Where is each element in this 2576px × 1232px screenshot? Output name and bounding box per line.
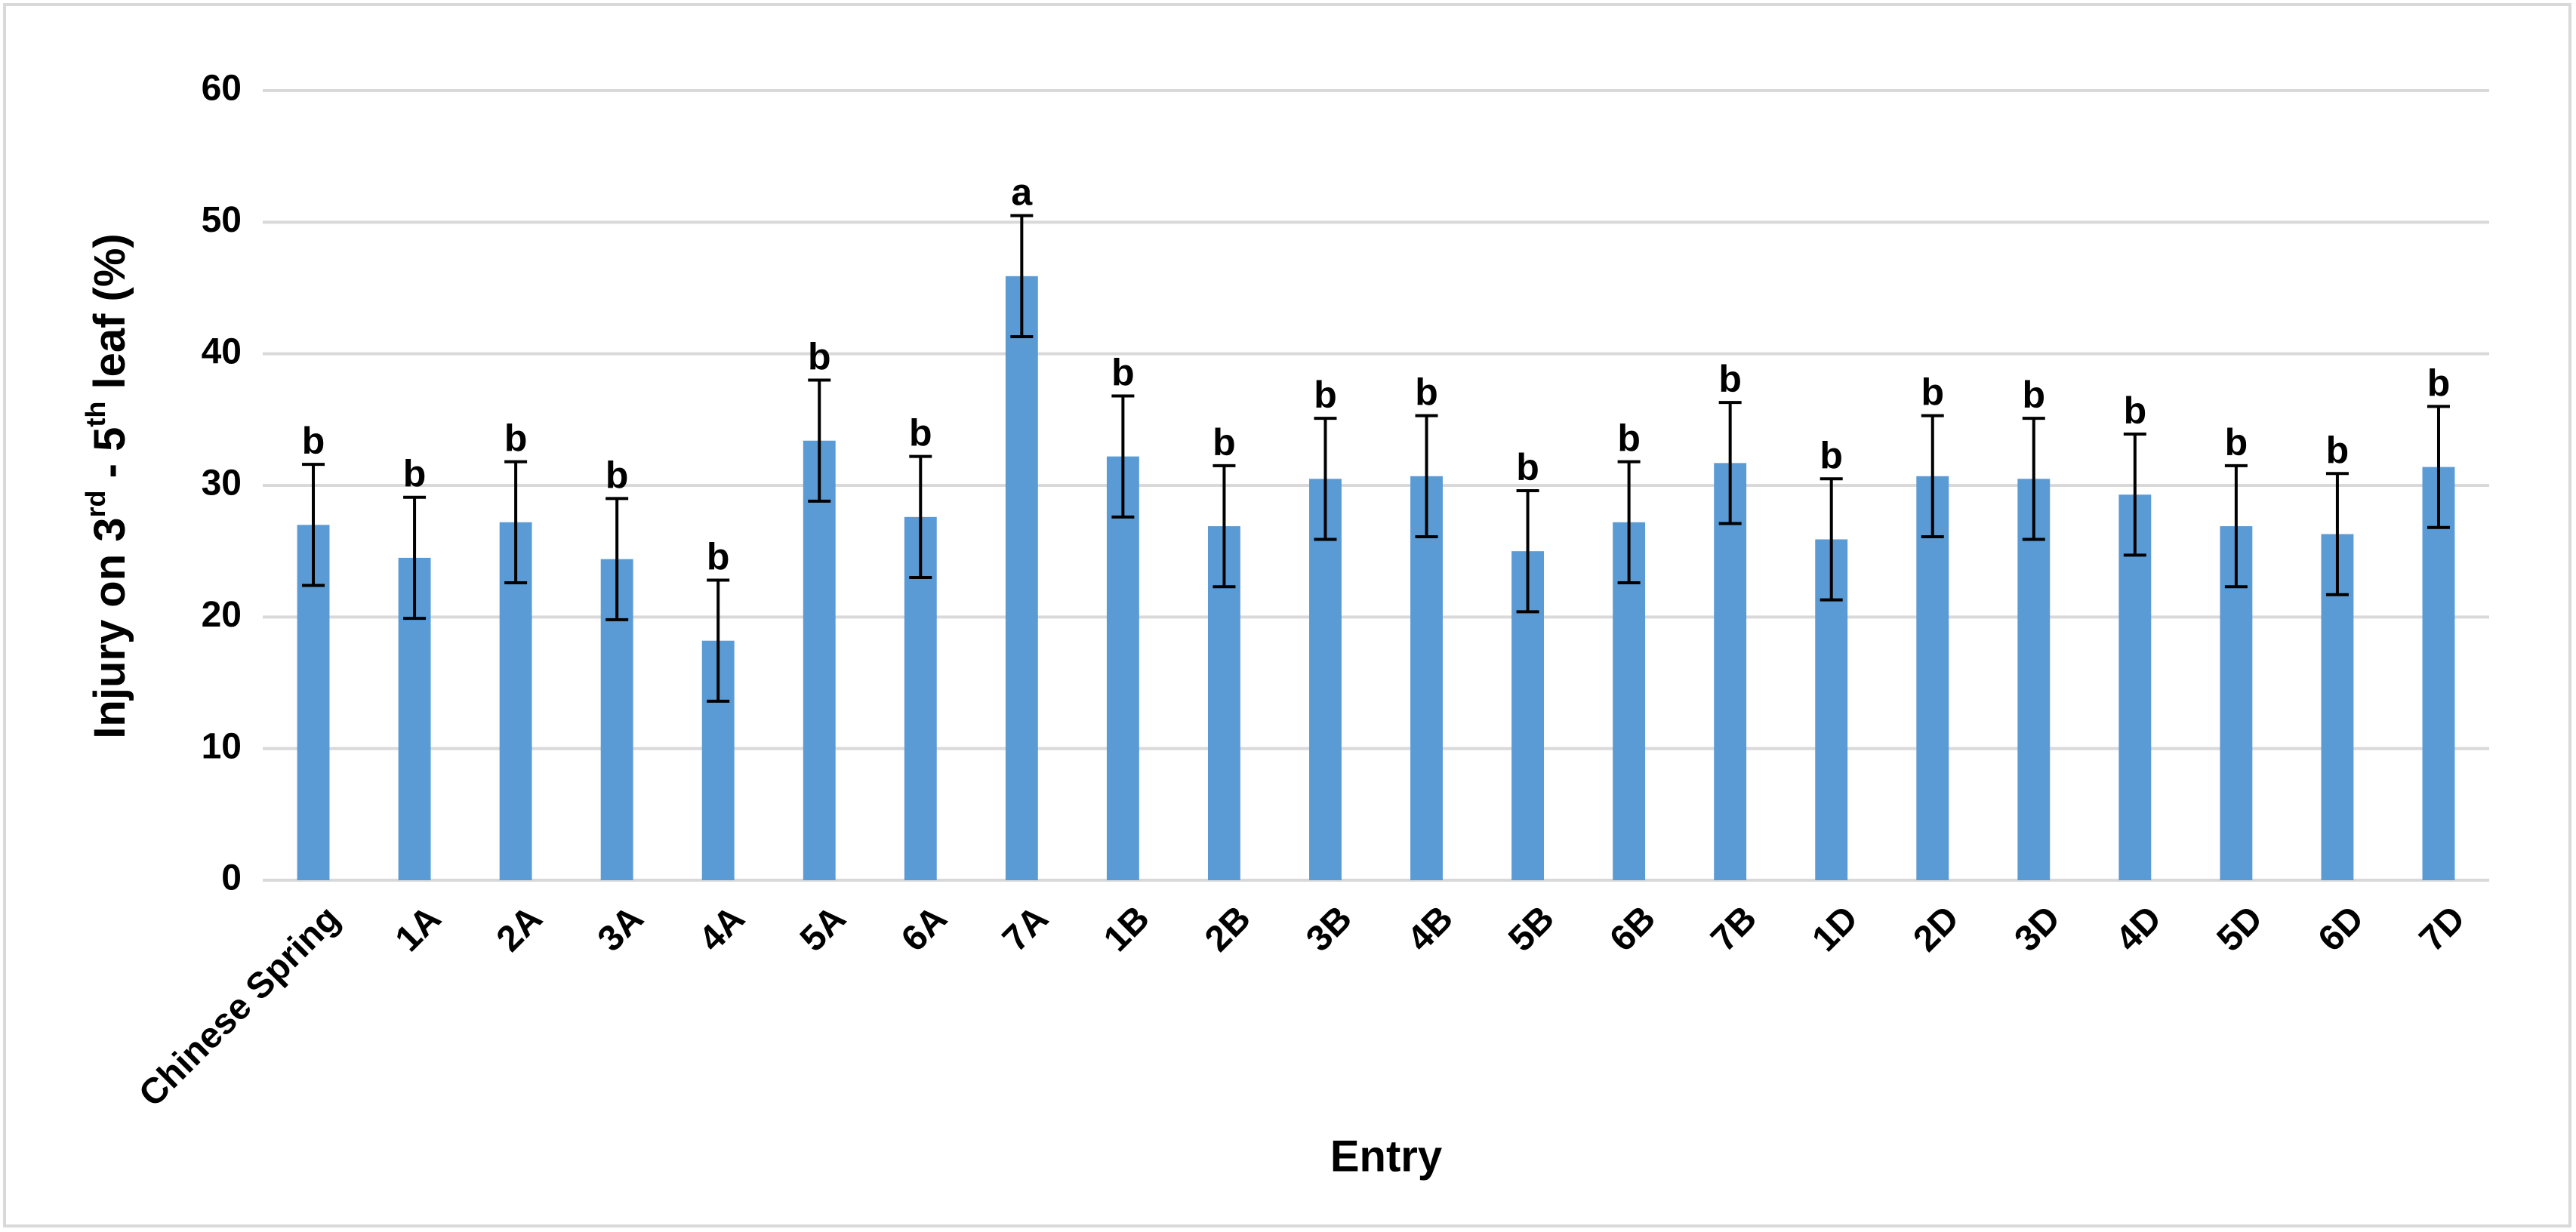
significance-letter: b <box>302 420 325 462</box>
y-tick-label: 60 <box>202 69 242 109</box>
bar <box>2017 479 2051 880</box>
y-axis-title-part: rd <box>80 490 111 517</box>
significance-letter: b <box>605 454 629 496</box>
significance-letter: b <box>1415 371 1438 414</box>
significance-letter: b <box>808 336 831 378</box>
y-axis-title-part: Injury on 3 <box>85 517 134 738</box>
significance-letter: b <box>2124 390 2147 432</box>
bar <box>1106 456 1139 880</box>
significance-letter: b <box>2427 362 2451 404</box>
bar <box>1309 479 1342 880</box>
bar <box>1916 476 1949 880</box>
y-tick-label: 0 <box>221 858 242 898</box>
significance-letter: b <box>707 536 730 578</box>
significance-letter: b <box>1314 374 1337 416</box>
y-tick-label: 40 <box>202 331 242 371</box>
significance-letter: b <box>1111 351 1135 393</box>
bar <box>2118 494 2152 880</box>
bar <box>1410 476 1443 880</box>
significance-letter: b <box>1617 417 1641 460</box>
x-axis-title: Entry <box>1330 1132 1442 1181</box>
chart-border <box>3 3 2571 1227</box>
y-tick-label: 20 <box>202 595 242 635</box>
bar <box>803 440 836 880</box>
significance-letter: b <box>1718 358 1742 400</box>
significance-letter: b <box>1213 421 1236 464</box>
significance-letter: b <box>1820 434 1843 476</box>
bar <box>1714 463 1747 880</box>
bar <box>2422 467 2455 880</box>
significance-letter: b <box>2326 429 2350 471</box>
significance-letter: b <box>909 412 932 454</box>
y-axis-title-part: leaf (%) <box>85 233 134 401</box>
significance-letter: a <box>1011 171 1033 214</box>
bar <box>1005 276 1038 880</box>
y-axis-title-part: th <box>80 402 111 427</box>
y-tick-label: 50 <box>202 200 242 240</box>
y-axis-title-part: - 5 <box>85 427 134 491</box>
significance-letter: b <box>2023 374 2046 416</box>
significance-letter: b <box>504 417 528 460</box>
significance-letter: b <box>1516 446 1539 488</box>
y-axis-title: Injury on 3rd - 5th leaf (%) <box>80 233 134 738</box>
y-tick-label: 30 <box>202 464 242 504</box>
significance-letter: b <box>1921 371 1944 414</box>
significance-letter: b <box>403 453 427 495</box>
y-tick-label: 10 <box>202 726 242 766</box>
significance-letter: b <box>2225 421 2248 464</box>
